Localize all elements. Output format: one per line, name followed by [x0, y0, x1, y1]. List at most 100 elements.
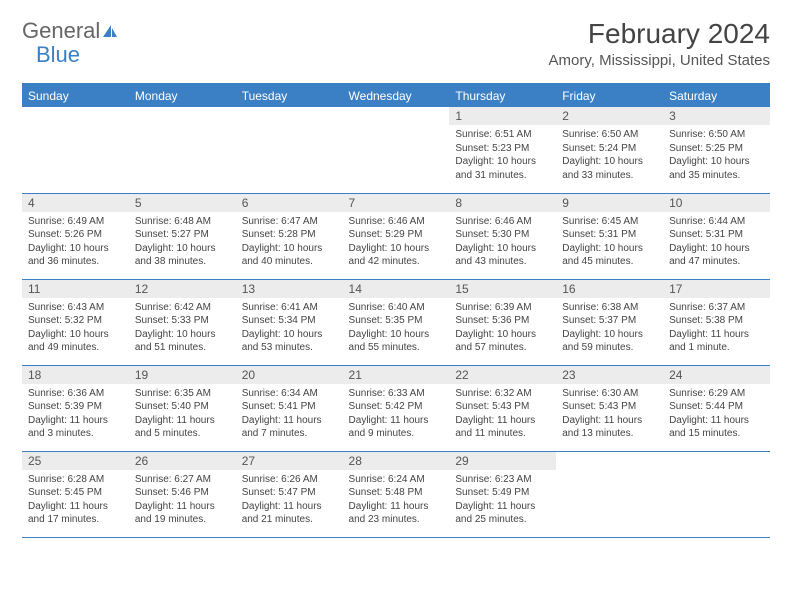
day-sunset: Sunset: 5:41 PM — [242, 400, 337, 414]
day-number: 17 — [663, 280, 770, 298]
day-sunset: Sunset: 5:40 PM — [135, 400, 230, 414]
day-sunrise: Sunrise: 6:34 AM — [242, 387, 337, 401]
brand-part1: General — [22, 18, 100, 44]
day-sunrise: Sunrise: 6:23 AM — [455, 473, 550, 487]
day-daylight: Daylight: 10 hours and 35 minutes. — [669, 155, 764, 182]
day-body: Sunrise: 6:48 AMSunset: 5:27 PMDaylight:… — [129, 212, 236, 273]
day-cell: 13Sunrise: 6:41 AMSunset: 5:34 PMDayligh… — [236, 279, 343, 365]
day-sunrise: Sunrise: 6:37 AM — [669, 301, 764, 315]
day-sunrise: Sunrise: 6:49 AM — [28, 215, 123, 229]
day-body: Sunrise: 6:44 AMSunset: 5:31 PMDaylight:… — [663, 212, 770, 273]
day-number: 9 — [556, 194, 663, 212]
empty-cell — [663, 451, 770, 537]
day-cell: 22Sunrise: 6:32 AMSunset: 5:43 PMDayligh… — [449, 365, 556, 451]
day-sunrise: Sunrise: 6:50 AM — [669, 128, 764, 142]
day-number: 24 — [663, 366, 770, 384]
day-cell: 19Sunrise: 6:35 AMSunset: 5:40 PMDayligh… — [129, 365, 236, 451]
day-daylight: Daylight: 10 hours and 45 minutes. — [562, 242, 657, 269]
day-cell: 27Sunrise: 6:26 AMSunset: 5:47 PMDayligh… — [236, 451, 343, 537]
day-sunrise: Sunrise: 6:44 AM — [669, 215, 764, 229]
day-sunset: Sunset: 5:37 PM — [562, 314, 657, 328]
day-number: 28 — [343, 452, 450, 470]
day-daylight: Daylight: 11 hours and 1 minute. — [669, 328, 764, 355]
day-sunset: Sunset: 5:34 PM — [242, 314, 337, 328]
day-number: 26 — [129, 452, 236, 470]
day-sunset: Sunset: 5:46 PM — [135, 486, 230, 500]
weekday-header: Monday — [129, 84, 236, 107]
day-sunset: Sunset: 5:24 PM — [562, 142, 657, 156]
day-cell: 8Sunrise: 6:46 AMSunset: 5:30 PMDaylight… — [449, 193, 556, 279]
day-sunrise: Sunrise: 6:47 AM — [242, 215, 337, 229]
day-number: 29 — [449, 452, 556, 470]
day-body: Sunrise: 6:47 AMSunset: 5:28 PMDaylight:… — [236, 212, 343, 273]
day-number: 20 — [236, 366, 343, 384]
day-sunrise: Sunrise: 6:46 AM — [455, 215, 550, 229]
day-sunset: Sunset: 5:43 PM — [562, 400, 657, 414]
day-cell: 28Sunrise: 6:24 AMSunset: 5:48 PMDayligh… — [343, 451, 450, 537]
day-body: Sunrise: 6:38 AMSunset: 5:37 PMDaylight:… — [556, 298, 663, 359]
day-number: 12 — [129, 280, 236, 298]
calendar-body: 1Sunrise: 6:51 AMSunset: 5:23 PMDaylight… — [22, 107, 770, 537]
day-cell: 1Sunrise: 6:51 AMSunset: 5:23 PMDaylight… — [449, 107, 556, 193]
empty-cell — [236, 107, 343, 193]
calendar-head: SundayMondayTuesdayWednesdayThursdayFrid… — [22, 84, 770, 107]
brand-part2: Blue — [36, 42, 80, 68]
day-number: 1 — [449, 107, 556, 125]
page-subtitle: Amory, Mississippi, United States — [549, 52, 770, 69]
day-body: Sunrise: 6:50 AMSunset: 5:25 PMDaylight:… — [663, 125, 770, 186]
day-body: Sunrise: 6:35 AMSunset: 5:40 PMDaylight:… — [129, 384, 236, 445]
day-sunset: Sunset: 5:27 PM — [135, 228, 230, 242]
weekday-header: Friday — [556, 84, 663, 107]
day-sunset: Sunset: 5:31 PM — [669, 228, 764, 242]
day-body: Sunrise: 6:32 AMSunset: 5:43 PMDaylight:… — [449, 384, 556, 445]
day-cell: 29Sunrise: 6:23 AMSunset: 5:49 PMDayligh… — [449, 451, 556, 537]
day-sunrise: Sunrise: 6:36 AM — [28, 387, 123, 401]
day-daylight: Daylight: 10 hours and 43 minutes. — [455, 242, 550, 269]
day-daylight: Daylight: 10 hours and 57 minutes. — [455, 328, 550, 355]
day-body: Sunrise: 6:23 AMSunset: 5:49 PMDaylight:… — [449, 470, 556, 531]
day-number: 13 — [236, 280, 343, 298]
day-daylight: Daylight: 11 hours and 25 minutes. — [455, 500, 550, 527]
empty-cell — [556, 451, 663, 537]
brand-logo: General Blue — [22, 18, 118, 44]
day-cell: 14Sunrise: 6:40 AMSunset: 5:35 PMDayligh… — [343, 279, 450, 365]
day-daylight: Daylight: 11 hours and 3 minutes. — [28, 414, 123, 441]
day-daylight: Daylight: 10 hours and 33 minutes. — [562, 155, 657, 182]
day-number: 3 — [663, 107, 770, 125]
weekday-header: Sunday — [22, 84, 129, 107]
day-cell: 17Sunrise: 6:37 AMSunset: 5:38 PMDayligh… — [663, 279, 770, 365]
calendar-row: 18Sunrise: 6:36 AMSunset: 5:39 PMDayligh… — [22, 365, 770, 451]
day-sunset: Sunset: 5:25 PM — [669, 142, 764, 156]
day-sunset: Sunset: 5:31 PM — [562, 228, 657, 242]
calendar-table: SundayMondayTuesdayWednesdayThursdayFrid… — [22, 83, 770, 538]
header-row: General Blue February 2024 Amory, Missis… — [22, 18, 770, 69]
day-daylight: Daylight: 11 hours and 7 minutes. — [242, 414, 337, 441]
weekday-header: Tuesday — [236, 84, 343, 107]
sail-icon — [102, 24, 118, 38]
empty-cell — [343, 107, 450, 193]
day-sunrise: Sunrise: 6:48 AM — [135, 215, 230, 229]
calendar-row: 25Sunrise: 6:28 AMSunset: 5:45 PMDayligh… — [22, 451, 770, 537]
day-body: Sunrise: 6:49 AMSunset: 5:26 PMDaylight:… — [22, 212, 129, 273]
weekday-header: Saturday — [663, 84, 770, 107]
day-number: 19 — [129, 366, 236, 384]
day-sunset: Sunset: 5:35 PM — [349, 314, 444, 328]
day-sunset: Sunset: 5:28 PM — [242, 228, 337, 242]
empty-cell — [22, 107, 129, 193]
day-daylight: Daylight: 10 hours and 51 minutes. — [135, 328, 230, 355]
day-number: 21 — [343, 366, 450, 384]
day-body: Sunrise: 6:46 AMSunset: 5:30 PMDaylight:… — [449, 212, 556, 273]
day-sunrise: Sunrise: 6:38 AM — [562, 301, 657, 315]
day-cell: 11Sunrise: 6:43 AMSunset: 5:32 PMDayligh… — [22, 279, 129, 365]
day-cell: 15Sunrise: 6:39 AMSunset: 5:36 PMDayligh… — [449, 279, 556, 365]
page-title: February 2024 — [549, 18, 770, 50]
day-number: 22 — [449, 366, 556, 384]
weekday-header: Wednesday — [343, 84, 450, 107]
day-body: Sunrise: 6:43 AMSunset: 5:32 PMDaylight:… — [22, 298, 129, 359]
day-body: Sunrise: 6:46 AMSunset: 5:29 PMDaylight:… — [343, 212, 450, 273]
day-daylight: Daylight: 11 hours and 17 minutes. — [28, 500, 123, 527]
day-daylight: Daylight: 11 hours and 15 minutes. — [669, 414, 764, 441]
day-sunset: Sunset: 5:29 PM — [349, 228, 444, 242]
day-cell: 24Sunrise: 6:29 AMSunset: 5:44 PMDayligh… — [663, 365, 770, 451]
day-sunrise: Sunrise: 6:39 AM — [455, 301, 550, 315]
